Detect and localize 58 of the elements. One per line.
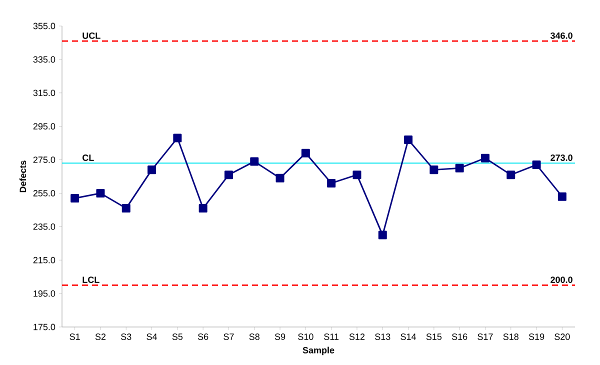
x-tick-label: S15	[426, 334, 442, 340]
x-tick-label: S8	[249, 334, 260, 340]
point	[122, 204, 130, 213]
point	[480, 154, 490, 162]
x-tick-label: S3	[121, 334, 132, 340]
x-tick-label: S7	[224, 334, 234, 340]
point	[404, 135, 413, 144]
point	[173, 134, 182, 142]
annotation: 200.0	[550, 276, 572, 283]
point	[378, 230, 387, 240]
ref-line-label: UCL	[82, 32, 100, 39]
ref-line-label: LCL	[82, 276, 100, 283]
x-tick-label: S4	[146, 334, 158, 340]
x-axis-title: Sample	[302, 346, 334, 356]
x-tick-label: S16	[452, 334, 468, 340]
y-tick-label: 175.0	[34, 324, 56, 330]
x-tick-label: S9	[274, 334, 286, 340]
y-tick-label: 255.0	[33, 190, 56, 196]
point	[301, 148, 310, 158]
x-tick-label: S14	[400, 334, 416, 340]
x-tick-label: S12	[349, 334, 365, 340]
x-tick-label: S6	[198, 334, 208, 340]
x-tick-label: S2	[95, 334, 106, 340]
x-tick-label: S11	[324, 334, 339, 340]
point	[532, 160, 541, 170]
point	[148, 166, 156, 174]
point	[327, 178, 336, 188]
y-tick-label: 195.0	[34, 290, 56, 297]
annotation: 273.0	[550, 154, 572, 161]
x-tick-label: S18	[503, 334, 518, 340]
y-tick-label: 335.0	[33, 56, 56, 63]
x-tick-label: S17	[478, 334, 493, 340]
y-tick-label: 315.0	[33, 90, 56, 96]
point	[250, 157, 259, 166]
x-tick-label: S13	[375, 334, 390, 340]
point	[224, 170, 233, 180]
point	[70, 194, 80, 202]
point	[352, 170, 362, 180]
point	[96, 188, 105, 198]
point	[506, 170, 516, 180]
x-tick-label: S1	[70, 334, 80, 340]
y-axis-title: Defects	[19, 160, 26, 192]
point	[430, 166, 438, 174]
point	[558, 192, 566, 201]
y-tick-label: 275.0	[33, 156, 56, 163]
point	[455, 164, 464, 172]
x-tick-label: S19	[528, 334, 544, 340]
point	[276, 174, 284, 182]
ref-line-label: CL	[82, 154, 94, 161]
y-tick-label: 355.0	[33, 22, 56, 30]
point	[198, 204, 208, 213]
y-tick-label: 235.0	[33, 223, 56, 230]
x-tick-label: S5	[172, 334, 183, 340]
annotation: 346.0	[550, 32, 572, 39]
y-tick-label: 295.0	[33, 123, 56, 130]
x-tick-label: S10	[298, 334, 314, 340]
x-tick-label: S20	[554, 334, 570, 340]
y-tick-label: 215.0	[33, 256, 56, 264]
